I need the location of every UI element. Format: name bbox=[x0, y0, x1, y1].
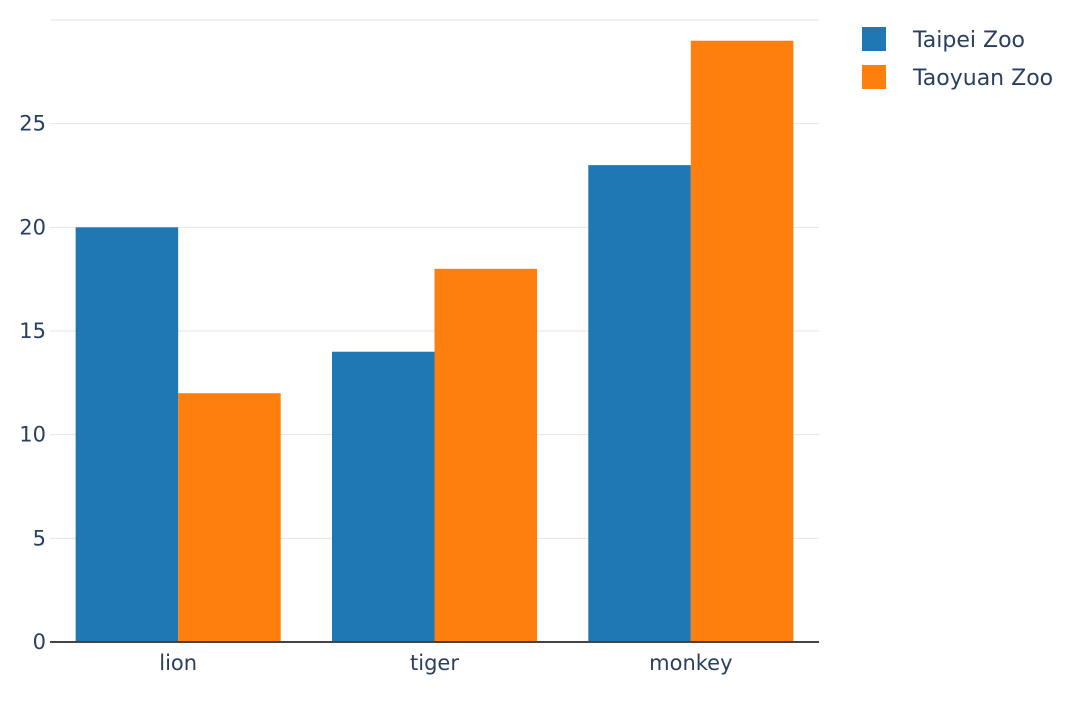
x-tick-label: tiger bbox=[410, 651, 459, 675]
bar-taipei-zoo-monkey[interactable] bbox=[588, 165, 691, 642]
y-tick-label: 0 bbox=[33, 630, 46, 654]
x-tick-labels: lion tiger monkey bbox=[159, 651, 732, 675]
bar-taipei-zoo-tiger[interactable] bbox=[331, 351, 435, 642]
y-tick-labels: 0 5 10 15 20 25 bbox=[19, 112, 46, 654]
y-tick-label: 20 bbox=[19, 215, 46, 239]
x-tick-label: monkey bbox=[649, 651, 732, 675]
bars bbox=[75, 40, 794, 643]
legend-item-taoyuan-zoo[interactable]: Taoyuan Zoo bbox=[862, 65, 1053, 91]
y-tick-label: 25 bbox=[19, 112, 46, 136]
bar-taoyuan-zoo-monkey[interactable] bbox=[690, 40, 794, 642]
legend-swatch bbox=[862, 27, 886, 51]
y-tick-label: 5 bbox=[33, 526, 46, 550]
legend-label: Taoyuan Zoo bbox=[912, 66, 1053, 91]
legend-item-taipei-zoo[interactable]: Taipei Zoo bbox=[862, 27, 1025, 53]
y-tick-label: 10 bbox=[19, 423, 46, 447]
x-tick-label: lion bbox=[159, 651, 197, 675]
y-tick-label: 15 bbox=[19, 319, 46, 343]
legend-swatch bbox=[862, 65, 886, 89]
legend-label: Taipei Zoo bbox=[912, 28, 1025, 53]
bar-taoyuan-zoo-lion[interactable] bbox=[178, 393, 281, 642]
legend[interactable]: Taipei Zoo Taoyuan Zoo bbox=[862, 27, 1053, 91]
bar-taipei-zoo-lion[interactable] bbox=[75, 227, 179, 643]
bar-taoyuan-zoo-tiger[interactable] bbox=[434, 268, 538, 642]
